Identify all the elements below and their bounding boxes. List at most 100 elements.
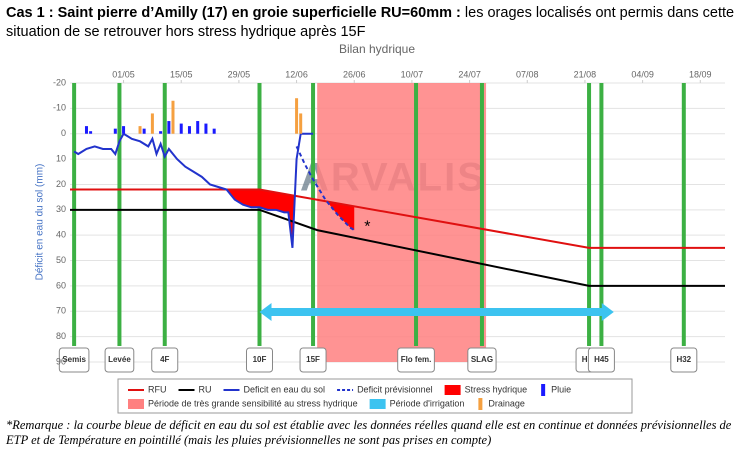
bar: [299, 113, 303, 134]
stage-marker: 10F: [245, 347, 273, 373]
x-tick-label: 29/05: [228, 69, 251, 79]
legend-item: Deficit en eau du sol: [223, 384, 326, 394]
stage-box: [670, 347, 698, 373]
stage-label: 4F: [160, 355, 169, 364]
stage-label: H32: [676, 355, 691, 364]
stage-label: Flo fem.: [401, 355, 432, 364]
y-tick-label: -20: [53, 77, 66, 87]
stage-label: SLAG: [471, 355, 493, 364]
legend-item: Pluie: [541, 384, 571, 396]
legend-swatch: [478, 398, 483, 410]
sensitivity-band: [317, 83, 487, 362]
bar: [150, 113, 154, 134]
bar: [122, 126, 126, 134]
legend-item: Période d'irrigation: [369, 398, 464, 409]
legend-label: Période de très grande sensibilité au st…: [148, 398, 358, 408]
legend-label: Pluie: [551, 384, 571, 394]
stage-box: [245, 347, 273, 373]
y-tick-label: 30: [56, 204, 66, 214]
header: Cas 1 : Saint pierre d’Amilly (17) en gr…: [6, 4, 741, 42]
data-layer: [70, 98, 725, 321]
annotation: *: [364, 218, 370, 235]
stage-label: 10F: [253, 355, 267, 364]
legend-item: RFU: [128, 384, 167, 394]
legend-label: RU: [199, 384, 212, 394]
bar: [113, 128, 117, 134]
bar: [187, 126, 191, 134]
stage-label: 15F: [306, 355, 320, 364]
bar: [196, 121, 200, 134]
stage-marker: Levée: [104, 347, 135, 373]
legend: RFU RU Deficit en eau du sol Deficit prévis…: [117, 378, 633, 414]
stage-box: [58, 347, 90, 373]
x-tick-label: 15/05: [170, 69, 193, 79]
bar: [138, 126, 142, 134]
y-tick-label: 60: [56, 280, 66, 290]
x-tick-label: 10/07: [401, 69, 424, 79]
arrow-head: [601, 303, 614, 321]
y-tick-label: 20: [56, 179, 66, 189]
bar: [212, 128, 216, 134]
legend-swatch: [128, 399, 144, 409]
legend-label: RFU: [148, 384, 167, 394]
stage-marker: Flo fem.: [397, 347, 435, 373]
x-tick-label: 24/07: [458, 69, 481, 79]
x-tick-label: 18/09: [689, 69, 712, 79]
y-tick-label: 70: [56, 306, 66, 316]
y-tick-label: 10: [56, 153, 66, 163]
x-tick-label: 01/05: [112, 69, 135, 79]
chart-title: Bilan hydrique: [339, 42, 415, 56]
stage-label: Semis: [62, 355, 86, 364]
legend-swatch: [541, 384, 546, 396]
bar: [142, 128, 146, 134]
legend-label: Deficit prévisionnel: [357, 384, 433, 394]
arrow-head: [259, 303, 272, 321]
stage-marker: 15F: [299, 347, 327, 373]
stress-area: [74, 189, 314, 248]
chart: Bilan hydrique Déficit en eau du sol (mm…: [35, 42, 725, 414]
title: Cas 1 : Saint pierre d’Amilly (17) en gr…: [6, 5, 461, 21]
legend-swatch: [444, 385, 461, 395]
x-tick-label: 12/06: [285, 69, 308, 79]
legend-label: Drainage: [488, 398, 525, 408]
stage-label: H45: [594, 355, 609, 364]
stage-marker: SLAG: [467, 347, 497, 373]
line: [73, 132, 314, 248]
legend-item: Deficit prévisionnel: [337, 384, 433, 394]
stage-box: [104, 347, 135, 373]
bar: [179, 123, 183, 134]
y-axis-label: Déficit en eau du sol (mm): [35, 164, 46, 281]
legend-item: Drainage: [478, 398, 525, 410]
bar: [204, 123, 208, 134]
y-tick-label: 50: [56, 255, 66, 265]
legend-item: Période de très grande sensibilité au st…: [128, 398, 358, 409]
y-tick-label: 80: [56, 331, 66, 341]
x-tick-label: 04/09: [631, 69, 654, 79]
y-tick-label: 90: [56, 356, 66, 366]
bar: [159, 131, 163, 134]
y-tick-label: 0: [61, 128, 66, 138]
bar: [89, 131, 93, 134]
stage-marker: 4F: [151, 347, 179, 373]
background-layer: ARVALIS: [70, 80, 725, 363]
legend-label: Deficit en eau du sol: [244, 384, 326, 394]
bar: [84, 126, 88, 134]
line: [70, 188, 725, 249]
x-tick-label: 26/06: [343, 69, 366, 79]
stage-box: [151, 347, 179, 373]
stage-label: Levée: [108, 355, 131, 364]
bar: [295, 98, 299, 134]
stage-box: [299, 347, 327, 373]
stage-box: [467, 347, 497, 373]
legend-swatch: [369, 399, 386, 409]
stage-box: [587, 347, 615, 373]
y-tick-label: 40: [56, 230, 66, 240]
legend-item: RU: [178, 384, 212, 394]
stage-box: [397, 347, 435, 373]
y-tick-label: -10: [53, 103, 66, 113]
bar: [167, 121, 171, 134]
legend-item: Stress hydrique: [444, 384, 527, 395]
stage-marker: Semis: [58, 347, 90, 373]
